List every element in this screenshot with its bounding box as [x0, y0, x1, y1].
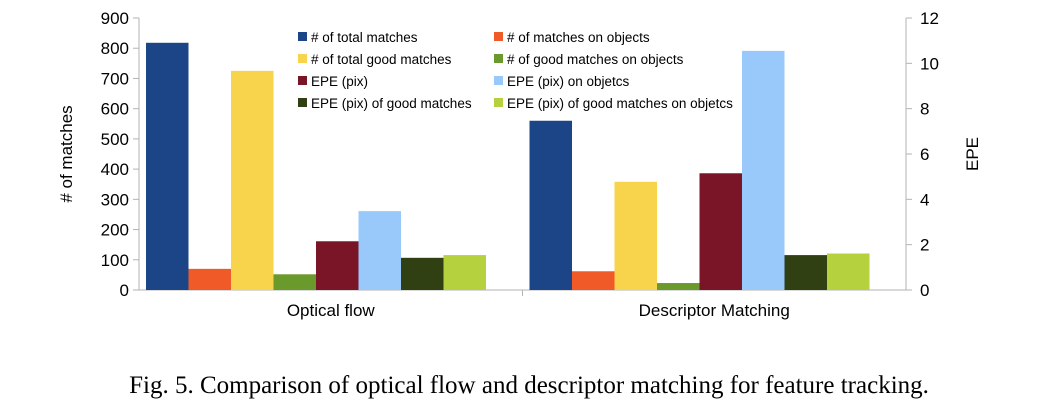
legend-swatch — [298, 32, 307, 41]
y2-tick-label: 12 — [920, 9, 939, 28]
legend-label: EPE (pix) of good matches — [311, 96, 472, 111]
legend-swatch — [298, 76, 307, 85]
legend-label: # of good matches on objects — [507, 52, 684, 67]
y-axis-label: # of matches — [57, 105, 76, 202]
y2-tick-label: 6 — [920, 145, 929, 164]
legend-swatch — [494, 76, 503, 85]
x-tick-label: Optical flow — [287, 301, 376, 320]
y-tick-label: 800 — [101, 39, 129, 58]
y2-tick-label: 10 — [920, 54, 939, 73]
y-tick-label: 300 — [101, 190, 129, 209]
bar — [146, 42, 189, 290]
y2-tick-label: 4 — [920, 190, 929, 209]
bar — [401, 257, 444, 290]
legend-swatch — [298, 98, 307, 107]
bar — [572, 271, 615, 290]
y-tick-label: 700 — [101, 69, 129, 88]
bar — [827, 253, 870, 290]
legend-label: EPE (pix) of good matches on objetcs — [507, 96, 733, 111]
y2-axis-label: EPE — [963, 137, 982, 171]
legend-swatch — [494, 32, 503, 41]
figure-caption: Fig. 5. Comparison of optical flow and d… — [129, 372, 929, 399]
bar — [443, 255, 486, 290]
bar — [657, 283, 700, 290]
bar — [273, 274, 316, 290]
bar — [231, 70, 274, 290]
legend-swatch — [494, 98, 503, 107]
legend-label: EPE (pix) — [311, 74, 368, 89]
y-tick-label: 0 — [120, 281, 129, 300]
x-tick-label: Descriptor Matching — [639, 301, 790, 320]
legend-label: # of total good matches — [311, 52, 452, 67]
legend-label: EPE (pix) on objetcs — [507, 74, 630, 89]
y2-tick-label: 2 — [920, 236, 929, 255]
y-tick-label: 400 — [101, 160, 129, 179]
bar — [784, 255, 827, 290]
y-tick-label: 200 — [101, 221, 129, 240]
y2-tick-label: 0 — [920, 281, 929, 300]
bar — [529, 120, 572, 290]
y-tick-label: 600 — [101, 100, 129, 119]
legend-label: # of total matches — [311, 30, 418, 45]
bar — [742, 50, 785, 290]
bar — [316, 241, 359, 290]
y2-tick-label: 8 — [920, 100, 929, 119]
legend-swatch — [494, 54, 503, 63]
bar — [699, 173, 742, 290]
y-tick-label: 900 — [101, 9, 129, 28]
legend-swatch — [298, 54, 307, 63]
y-tick-label: 100 — [101, 251, 129, 270]
bar — [188, 268, 231, 290]
y-tick-label: 500 — [101, 130, 129, 149]
legend-label: # of matches on objects — [507, 30, 650, 45]
bar — [358, 211, 401, 290]
bar — [614, 181, 657, 290]
